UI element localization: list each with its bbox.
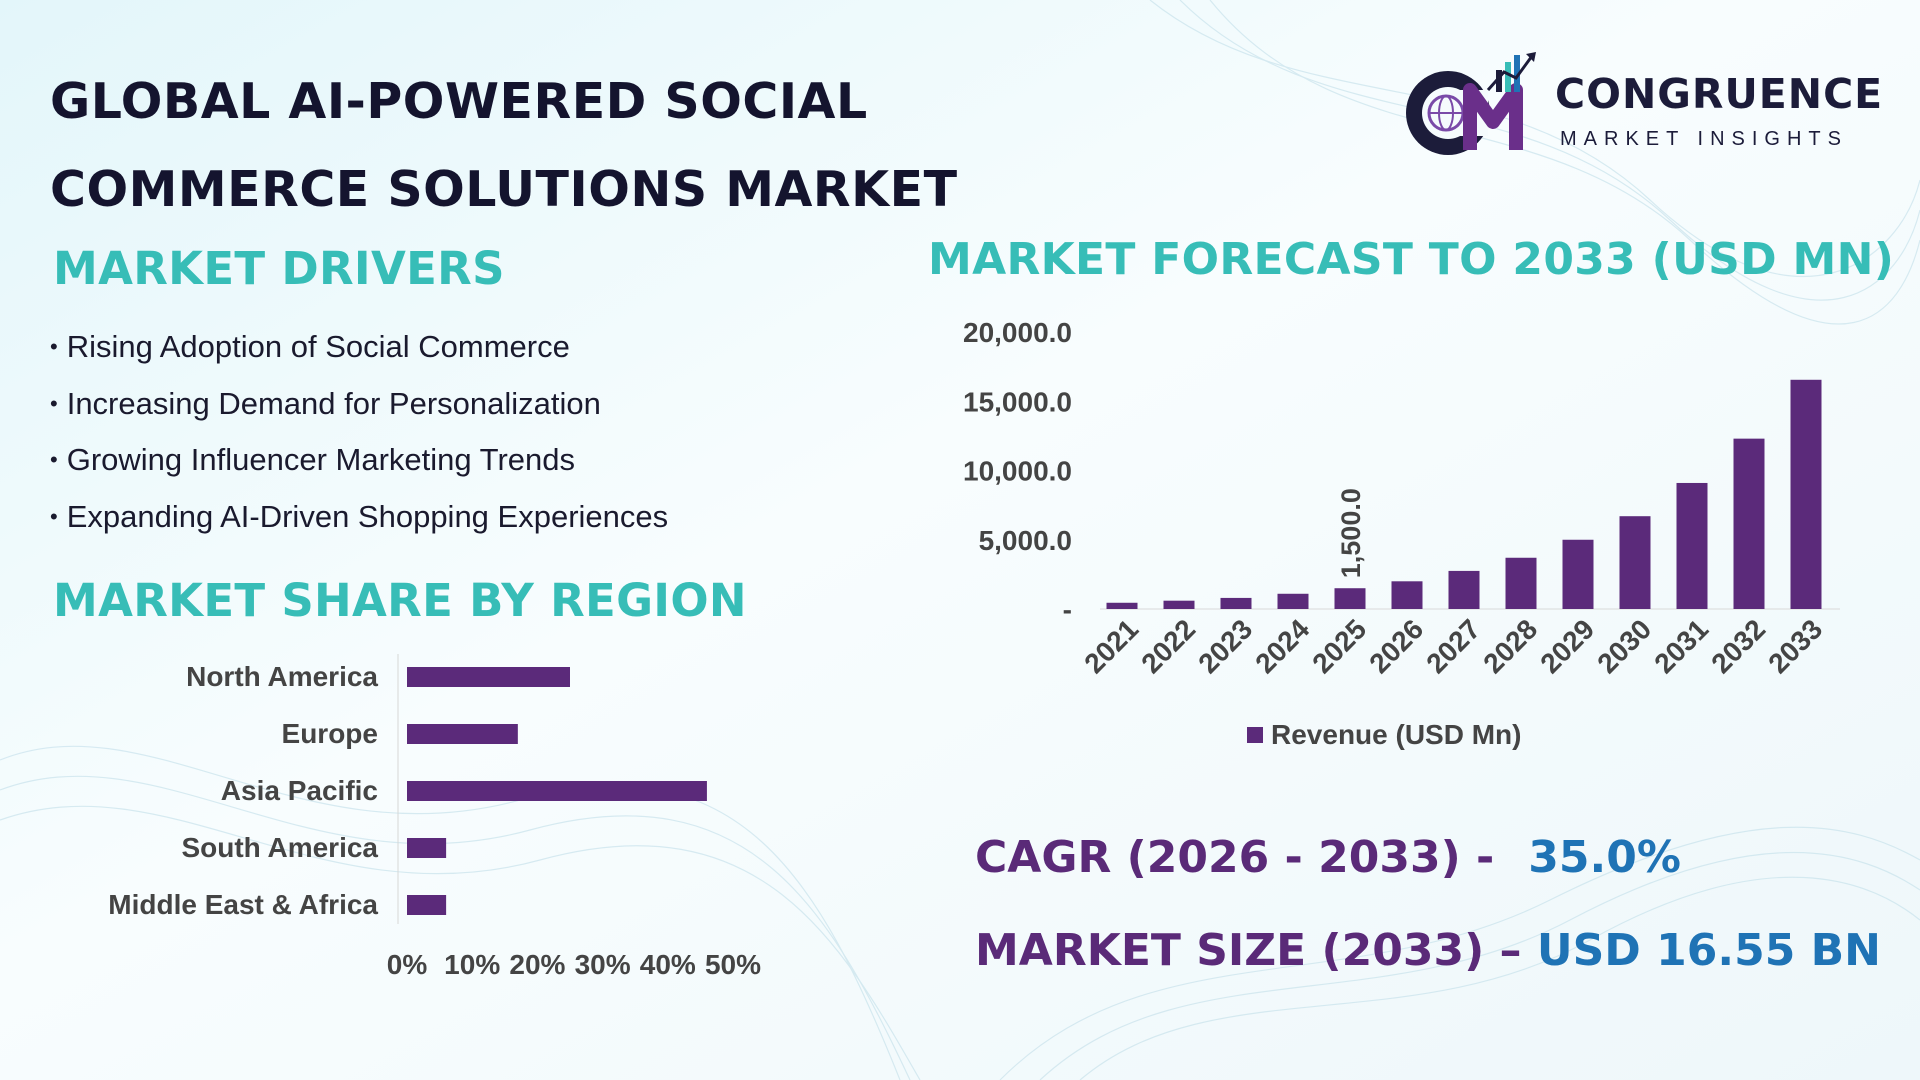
forecast-bar: [1334, 588, 1366, 609]
forecast-bar: [1505, 557, 1537, 609]
forecast-x-tick-label: 2025: [1306, 613, 1372, 679]
forecast-x-tick-label: 2021: [1078, 613, 1144, 679]
driver-item: Growing Influencer Marketing Trends: [50, 433, 668, 490]
forecast-bar: [1562, 539, 1594, 609]
forecast-x-tick-label: 2023: [1192, 613, 1258, 679]
forecast-y-tick-label: 15,000.0: [963, 386, 1072, 417]
market-forecast-chart: - 5,000.0 10,000.0 15,000.0 20,000.0 20212022…: [963, 317, 1840, 750]
forecast-x-tick-label: 2022: [1135, 613, 1201, 679]
forecast-y-tick-label: 5,000.0: [979, 525, 1072, 556]
market-size-stat: MARKET SIZE (2033) – USD 16.55 BN: [975, 925, 1881, 976]
cagr-value: 35.0%: [1528, 832, 1681, 883]
region-bar: [407, 838, 447, 858]
market-size-value: USD 16.55 BN: [1536, 925, 1881, 976]
forecast-y-tick-label: 20,000.0: [963, 317, 1072, 348]
logo-mark-icon: [1406, 52, 1536, 155]
forecast-x-tick-label: 2027: [1420, 613, 1486, 679]
forecast-data-label: 1,500.0: [1336, 488, 1366, 578]
forecast-y-tick-label: 10,000.0: [963, 456, 1072, 487]
logo-name: CONGRUENCE: [1555, 70, 1884, 118]
region-share-chart: North America Europe Asia Pacific South Ame…: [108, 654, 761, 980]
region-bar: [407, 667, 570, 687]
page-title: GLOBAL AI-POWERED SOCIAL COMMERCE SOLUTI…: [50, 58, 958, 234]
forecast-x-tick-label: 2032: [1705, 613, 1771, 679]
forecast-x-tick-label: 2031: [1648, 613, 1714, 679]
forecast-x-tick-label: 2030: [1591, 613, 1657, 679]
forecast-y-tick-label: -: [1063, 594, 1072, 625]
forecast-x-tick-label: 2029: [1534, 613, 1600, 679]
region-x-tick-label: 30%: [575, 949, 631, 980]
page-title-line-1: GLOBAL AI-POWERED SOCIAL: [50, 73, 868, 130]
forecast-bar: [1163, 600, 1195, 609]
region-bar: [407, 724, 518, 744]
region-x-tick-label: 10%: [444, 949, 500, 980]
region-x-tick-label: 20%: [509, 949, 565, 980]
forecast-bar: [1733, 438, 1765, 609]
forecast-bar: [1106, 602, 1138, 609]
forecast-x-tick-label: 2026: [1363, 613, 1429, 679]
region-bar: [407, 781, 707, 801]
region-x-tick-label: 40%: [640, 949, 696, 980]
forecast-bar: [1277, 593, 1309, 609]
company-logo: CONGRUENCE MARKET INSIGHTS: [1400, 50, 1884, 170]
logo-tagline: MARKET INSIGHTS: [1560, 128, 1848, 150]
page-title-line-2: COMMERCE SOLUTIONS MARKET: [50, 161, 958, 218]
forecast-bar: [1676, 482, 1708, 609]
forecast-bar: [1790, 379, 1822, 609]
forecast-legend-label: Revenue (USD Mn): [1271, 719, 1521, 750]
market-size-label: MARKET SIZE (2033) –: [975, 925, 1522, 976]
region-label: Europe: [282, 718, 378, 749]
market-drivers-list: Rising Adoption of Social Commerce Incre…: [50, 320, 668, 546]
region-label: North America: [186, 661, 378, 692]
forecast-x-tick-label: 2024: [1249, 613, 1315, 679]
forecast-legend-swatch: [1247, 727, 1263, 743]
region-bar: [407, 895, 447, 915]
forecast-bar: [1391, 581, 1423, 609]
market-share-by-region-heading: MARKET SHARE BY REGION: [53, 574, 747, 627]
driver-item: Increasing Demand for Personalization: [50, 377, 668, 434]
forecast-bar: [1448, 570, 1480, 609]
forecast-x-tick-label: 2033: [1762, 613, 1828, 679]
forecast-bar: [1220, 597, 1252, 609]
driver-item: Expanding AI-Driven Shopping Experiences: [50, 490, 668, 547]
cagr-stat: CAGR (2026 - 2033) - 35.0%: [975, 832, 1681, 883]
region-label: South America: [181, 832, 378, 863]
driver-item: Rising Adoption of Social Commerce: [50, 320, 668, 377]
market-drivers-heading: MARKET DRIVERS: [53, 242, 505, 295]
region-x-tick-label: 50%: [705, 949, 761, 980]
region-x-tick-label: 0%: [387, 949, 428, 980]
forecast-x-tick-label: 2028: [1477, 613, 1543, 679]
region-label: Asia Pacific: [221, 775, 378, 806]
cagr-label: CAGR (2026 - 2033) -: [975, 832, 1495, 883]
forecast-bar: [1619, 516, 1651, 609]
market-forecast-heading: MARKET FORECAST TO 2033 (USD MN): [928, 234, 1895, 285]
region-label: Middle East & Africa: [108, 889, 378, 920]
